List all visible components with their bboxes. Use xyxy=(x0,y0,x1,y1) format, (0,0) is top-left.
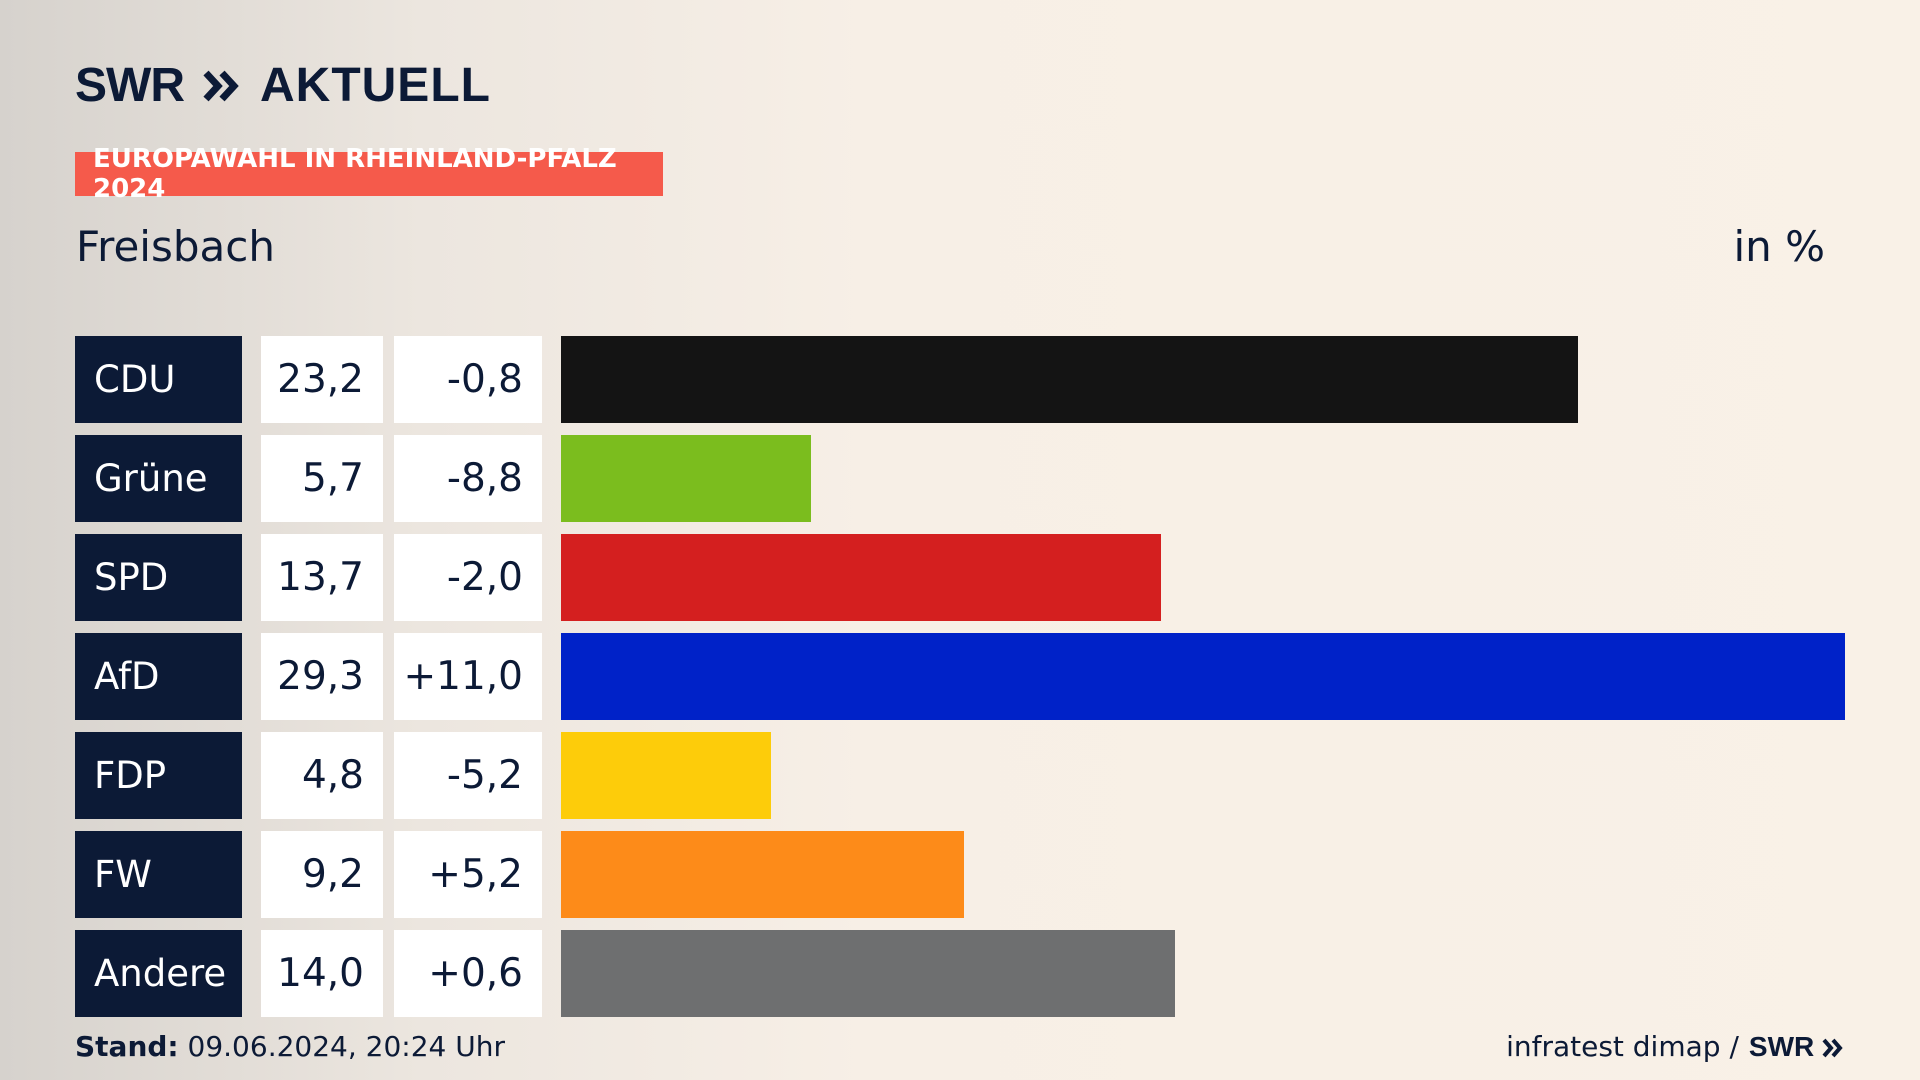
result-bar xyxy=(561,633,1845,720)
change-label: +0,6 xyxy=(394,930,542,1017)
region-title: Freisbach xyxy=(76,222,275,271)
vote-share-label: 4,8 xyxy=(261,732,383,819)
footer-swr-logo: SWR xyxy=(1749,1031,1844,1063)
logo-swr-text: SWR xyxy=(75,59,185,112)
result-bar xyxy=(561,336,1578,423)
change-label: +5,2 xyxy=(394,831,542,918)
party-label: Grüne xyxy=(75,435,242,522)
result-bar xyxy=(561,831,964,918)
party-label: FDP xyxy=(75,732,242,819)
party-label: SPD xyxy=(75,534,242,621)
election-badge: EUROPAWAHL IN RHEINLAND-PFALZ 2024 xyxy=(75,144,663,204)
double-chevron-icon xyxy=(203,70,239,102)
change-label: -0,8 xyxy=(394,336,542,423)
change-label: -8,8 xyxy=(394,435,542,522)
stand-label: Stand: xyxy=(75,1030,179,1063)
party-label: AfD xyxy=(75,633,242,720)
footer-double-chevron-icon xyxy=(1822,1038,1843,1057)
logo-aktuell-text: AKTUELL xyxy=(259,59,491,112)
party-label: CDU xyxy=(75,336,242,423)
timestamp: Stand: 09.06.2024, 20:24 Uhr xyxy=(75,1030,505,1063)
vote-share-label: 5,7 xyxy=(261,435,383,522)
change-label: +11,0 xyxy=(394,633,542,720)
result-bar xyxy=(561,930,1175,1017)
change-label: -2,0 xyxy=(394,534,542,621)
vote-share-label: 29,3 xyxy=(261,633,383,720)
footer-swr-text: SWR xyxy=(1748,1030,1815,1062)
party-label: Andere xyxy=(75,930,242,1017)
vote-share-label: 14,0 xyxy=(261,930,383,1017)
result-bar xyxy=(561,732,771,819)
result-bar xyxy=(561,534,1161,621)
vote-share-label: 13,7 xyxy=(261,534,383,621)
unit-label: in % xyxy=(1733,222,1825,271)
result-bar xyxy=(561,435,811,522)
change-label: -5,2 xyxy=(394,732,542,819)
stand-value: 09.06.2024, 20:24 Uhr xyxy=(187,1030,505,1063)
swr-aktuell-logo: SWR AKTUELL xyxy=(75,62,491,110)
vote-share-label: 9,2 xyxy=(261,831,383,918)
party-label: FW xyxy=(75,831,242,918)
source-credit: infratest dimap / SWR xyxy=(1506,1030,1844,1063)
source-text: infratest dimap / xyxy=(1506,1030,1739,1063)
vote-share-label: 23,2 xyxy=(261,336,383,423)
